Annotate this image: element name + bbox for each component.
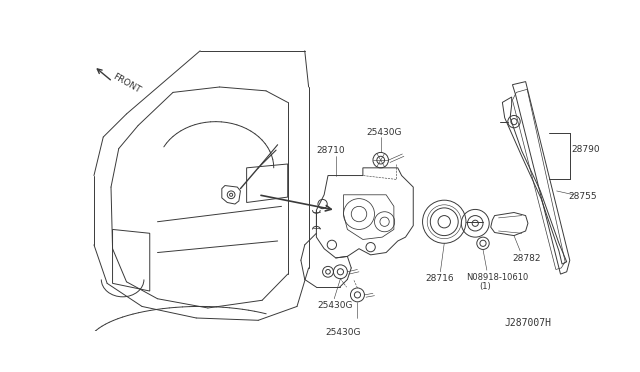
Text: 28710: 28710 [316,146,345,155]
Text: 28790: 28790 [572,145,600,154]
Text: 25430G: 25430G [326,328,361,337]
Text: 28782: 28782 [513,254,541,263]
Text: 28755: 28755 [568,192,597,202]
Text: 25430G: 25430G [367,128,403,137]
Text: 28716: 28716 [425,274,454,283]
Text: (1): (1) [479,282,491,291]
Text: J287007H: J287007H [504,318,551,328]
Text: FRONT: FRONT [111,71,142,94]
Text: 25430G: 25430G [317,301,353,310]
Text: N08918-10610: N08918-10610 [466,273,528,282]
